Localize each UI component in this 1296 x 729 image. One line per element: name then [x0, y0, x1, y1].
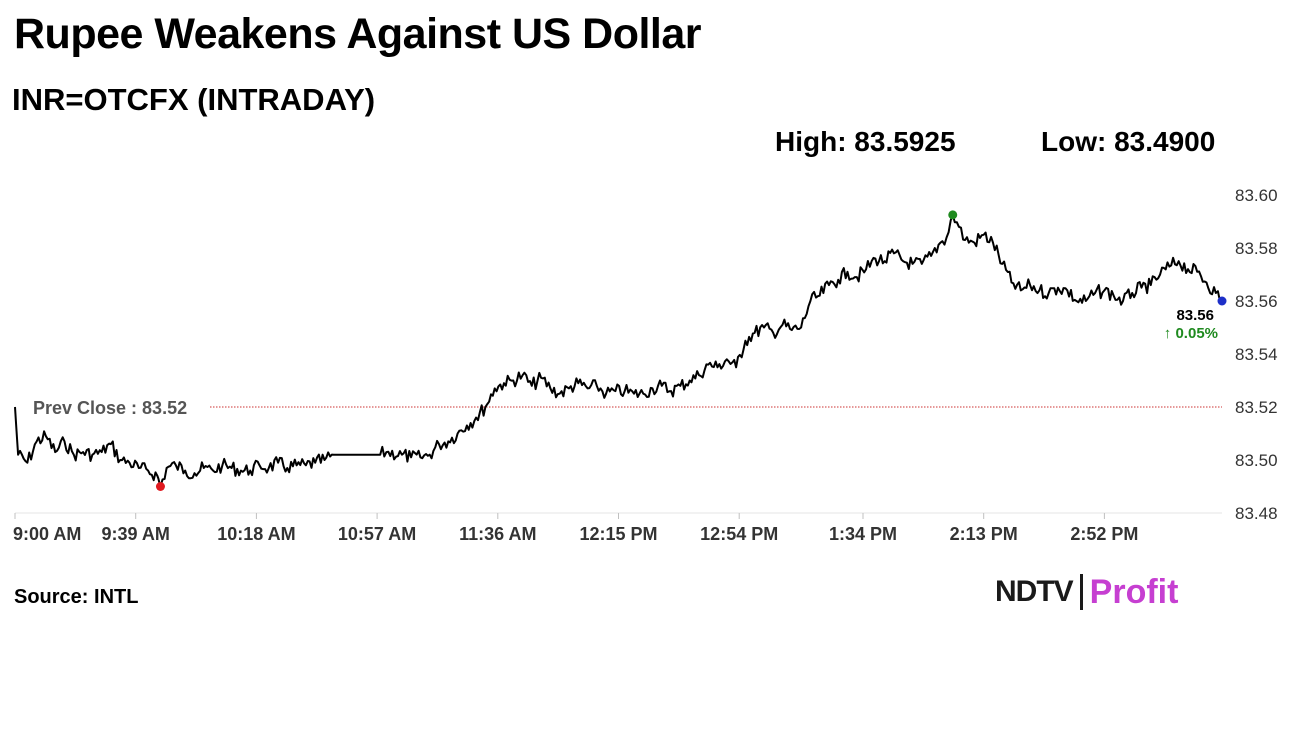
- low-value: Low: 83.4900: [1041, 126, 1216, 157]
- y-tick-label: 83.48: [1235, 504, 1278, 523]
- low-marker: [155, 482, 165, 491]
- price-line: [14, 213, 1223, 488]
- x-tick-label: 9:00 AM: [13, 524, 81, 544]
- x-tick-label: 9:39 AM: [102, 524, 170, 544]
- source-note: Source: INTL: [14, 586, 139, 608]
- x-tick-label: 12:15 PM: [579, 524, 657, 544]
- logo-divider: [1079, 574, 1083, 610]
- last-value-label: 83.56: [1176, 307, 1214, 324]
- chart-subtitle: INR=OTCFX (INTRADAY): [12, 82, 376, 117]
- last-marker: [1217, 296, 1227, 306]
- high-marker: [948, 210, 958, 220]
- y-tick-label: 83.60: [1235, 186, 1278, 205]
- x-tick-label: 2:13 PM: [950, 524, 1018, 544]
- ndtv-profit-logo: NDTV Profit: [995, 572, 1178, 612]
- high-value: High: 83.5925: [775, 126, 956, 157]
- y-tick-label: 83.58: [1235, 239, 1278, 258]
- x-tick-label: 1:34 PM: [829, 524, 897, 544]
- y-tick-label: 83.52: [1235, 398, 1278, 417]
- prev-close-label: Prev Close : 83.52: [33, 398, 187, 418]
- y-tick-label: 83.50: [1235, 451, 1278, 470]
- last-change-label: ↑ 0.05%: [1164, 325, 1218, 342]
- x-tick-label: 10:57 AM: [338, 524, 416, 544]
- logo-profit-text: Profit: [1089, 572, 1179, 611]
- x-tick-label: 12:54 PM: [700, 524, 778, 544]
- x-tick-label: 10:18 AM: [217, 524, 295, 544]
- x-tick-label: 2:52 PM: [1070, 524, 1138, 544]
- y-tick-label: 83.56: [1235, 292, 1278, 311]
- y-tick-label: 83.54: [1235, 345, 1278, 364]
- logo-ndtv-text: NDTV: [995, 575, 1074, 608]
- chart-title: Rupee Weakens Against US Dollar: [14, 10, 702, 58]
- x-tick-label: 11:36 AM: [459, 524, 536, 544]
